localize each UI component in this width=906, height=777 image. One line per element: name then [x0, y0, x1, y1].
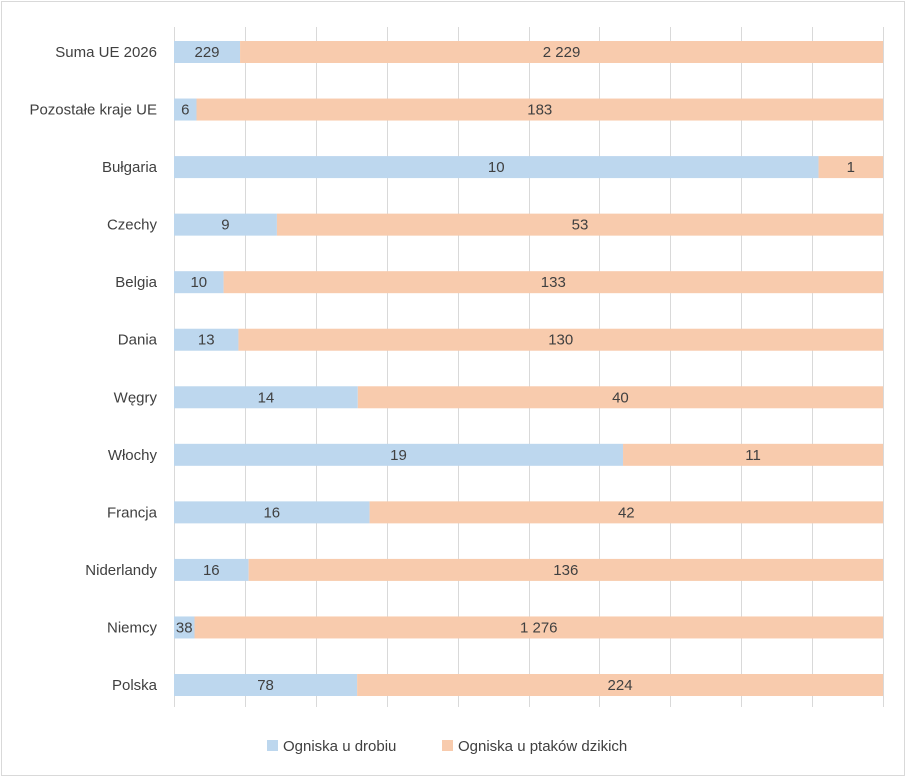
bar-segment — [174, 271, 224, 294]
bar-segment — [276, 213, 884, 236]
category-label: Włochy — [108, 447, 158, 464]
bar-segment — [240, 41, 884, 63]
category-label: Niemcy — [107, 619, 158, 636]
bar-segment — [357, 674, 883, 696]
category-labels: Suma UE 2026 Pozostałe kraje UE Bułgaria Cz… — [29, 44, 157, 694]
bar-segment — [174, 674, 358, 696]
data-label: 183 — [527, 102, 552, 119]
bar-segment — [174, 501, 370, 524]
data-label: 10 — [488, 159, 505, 176]
data-label: 16 — [203, 562, 220, 579]
data-label: 130 — [548, 332, 573, 349]
bar-segment — [357, 386, 883, 409]
data-label: 1 276 — [520, 619, 558, 636]
data-label: 11 — [745, 447, 761, 464]
bar-segment — [174, 616, 195, 639]
legend-label: Ogniska u ptaków dzikich — [458, 738, 627, 755]
bar-segment — [369, 501, 884, 524]
data-label: 9 — [221, 217, 229, 234]
bar-segment — [223, 271, 883, 294]
legend-swatch — [267, 740, 278, 751]
category-label: Czechy — [107, 217, 158, 234]
bar-segment — [194, 616, 884, 639]
data-label: 38 — [176, 619, 193, 636]
data-label: 229 — [195, 44, 220, 61]
category-label: Bułgaria — [102, 159, 158, 176]
bar-segment — [174, 213, 277, 236]
data-label: 10 — [190, 274, 207, 291]
bar-segment — [174, 386, 358, 409]
data-label: 19 — [390, 447, 407, 464]
bar-segment — [174, 443, 624, 466]
bar-segment — [248, 558, 883, 581]
bar-segment — [818, 156, 883, 179]
bar-segment — [196, 98, 883, 121]
data-label: 78 — [257, 677, 274, 694]
legend-swatch — [442, 740, 453, 751]
data-label: 53 — [572, 217, 589, 234]
legend-label: Ogniska u drobiu — [283, 738, 396, 755]
bar-segment — [174, 98, 197, 121]
category-label: Pozostałe kraje UE — [29, 102, 157, 119]
category-label: Dania — [118, 332, 158, 349]
category-label: Francja — [107, 504, 158, 521]
bar-segment — [174, 156, 819, 179]
bar-segment — [174, 41, 241, 63]
category-label: Belgia — [115, 274, 157, 291]
data-label: 40 — [612, 389, 629, 406]
bar-segment — [238, 328, 884, 351]
category-label: Niderlandy — [85, 562, 157, 579]
gridlines — [174, 27, 884, 707]
data-label: 1 — [847, 159, 855, 176]
data-label: 13 — [198, 332, 215, 349]
category-label: Suma UE 2026 — [55, 44, 157, 61]
data-label: 133 — [541, 274, 566, 291]
data-label: 224 — [608, 677, 633, 694]
data-label: 136 — [553, 562, 578, 579]
data-label: 16 — [263, 504, 280, 521]
category-label: Węgry — [114, 389, 158, 406]
data-label: 2 229 — [543, 44, 581, 61]
bar-segment — [623, 443, 883, 466]
bar-segment — [174, 328, 239, 351]
data-label: 42 — [618, 504, 635, 521]
bar-segment — [174, 558, 249, 581]
legend: Ogniska u drobiu Ogniska u ptaków dzikich — [267, 738, 627, 755]
bars — [174, 41, 884, 696]
data-label: 14 — [258, 389, 275, 406]
category-label: Polska — [112, 677, 158, 694]
data-label: 6 — [181, 102, 189, 119]
